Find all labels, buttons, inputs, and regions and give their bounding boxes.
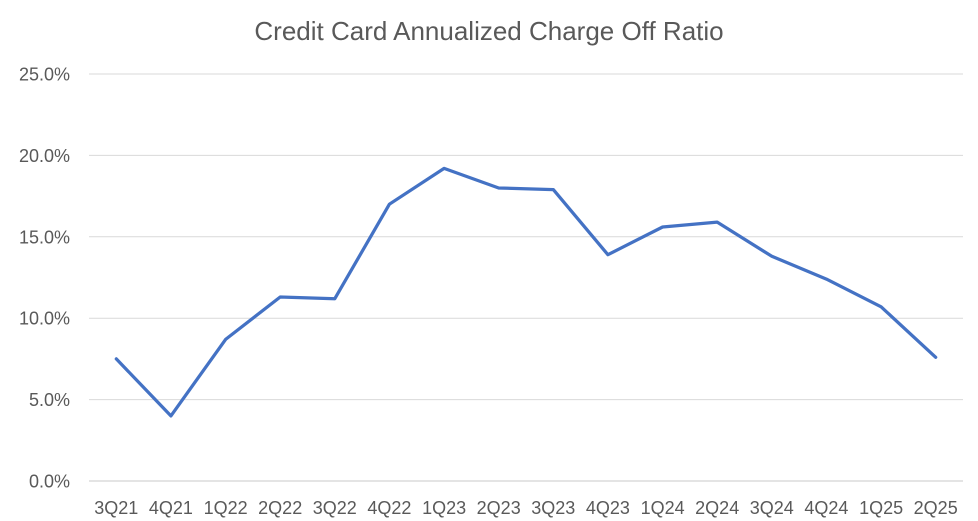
gridlines [89,73,963,482]
x-tick-label-1Q24: 1Q24 [641,498,685,518]
x-tick-label-2Q24: 2Q24 [695,498,739,518]
y-tick-label-0.0%: 0.0% [29,472,70,492]
x-tick-label-4Q21: 4Q21 [149,498,193,518]
chart-title: Credit Card Annualized Charge Off Ratio [254,16,723,46]
y-tick-label-10.0%: 10.0% [19,309,70,329]
charge-off-ratio-series-line [114,166,938,418]
y-tick-label-20.0%: 20.0% [19,146,70,166]
y-tick-label-5.0%: 5.0% [29,390,70,410]
x-tick-label-4Q23: 4Q23 [586,498,630,518]
x-tick-label-1Q22: 1Q22 [204,498,248,518]
x-tick-label-3Q23: 3Q23 [531,498,575,518]
x-tick-label-3Q22: 3Q22 [313,498,357,518]
x-tick-label-1Q23: 1Q23 [422,498,466,518]
x-tick-label-3Q21: 3Q21 [94,498,138,518]
x-tick-label-2Q25: 2Q25 [914,498,958,518]
x-tick-label-2Q23: 2Q23 [477,498,521,518]
x-tick-label-4Q22: 4Q22 [367,498,411,518]
x-tick-label-3Q24: 3Q24 [750,498,794,518]
x-tick-label-4Q24: 4Q24 [804,498,848,518]
y-tick-label-15.0%: 15.0% [19,227,70,247]
x-axis-tick-labels: 3Q21 4Q21 1Q22 2Q22 3Q22 4Q22 1Q23 2Q23 3Q23 4Q23… [94,498,957,518]
y-tick-label-25.0%: 25.0% [19,65,70,85]
x-tick-label-2Q22: 2Q22 [258,498,302,518]
y-axis-tick-labels: 0.0% 5.0% 10.0% 15.0% 20.0% 25.0% [19,65,70,492]
x-tick-label-1Q25: 1Q25 [859,498,903,518]
